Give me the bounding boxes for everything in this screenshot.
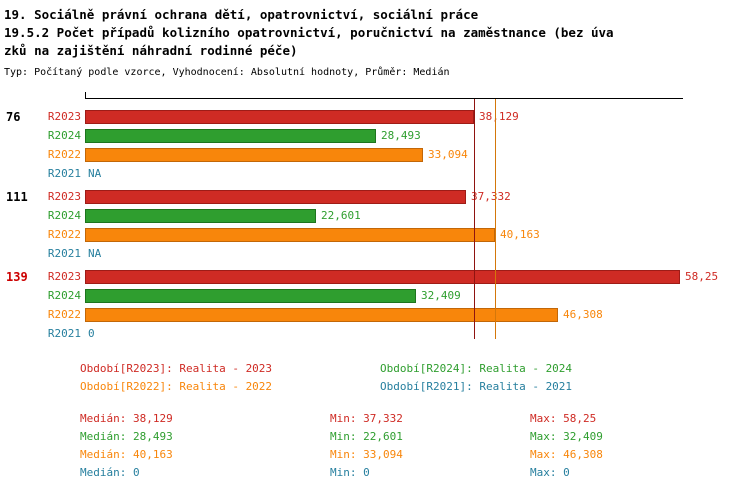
x-axis-tick: [85, 92, 86, 98]
bar-r2022: [85, 148, 423, 162]
value-label: 37,332: [471, 190, 511, 203]
stat-min-2: Min: 33,094: [330, 448, 403, 461]
stat-median-3: Medián: 0: [80, 466, 140, 479]
series-label-r2024: R2024: [47, 209, 81, 222]
indicator-meta: Typ: Počítaný podle vzorce, Vyhodnocení:…: [4, 67, 450, 78]
series-label-r2023: R2023: [47, 270, 81, 283]
series-label-r2021: R2021: [47, 167, 81, 180]
series-label-r2024: R2024: [47, 289, 81, 302]
series-label-r2023: R2023: [47, 190, 81, 203]
stats-table: Medián: 38,129 Min: 37,332 Max: 58,25 Mediá…: [0, 412, 750, 484]
indicator-title-line-2: zků na zajištění náhradní rodinné péče): [4, 43, 298, 58]
value-label: 22,601: [321, 209, 361, 222]
stat-max-1: Max: 32,409: [530, 430, 603, 443]
stat-median-2: Medián: 40,163: [80, 448, 173, 461]
indicator-title-line-1: 19.5.2 Počet případů kolizního opatrovni…: [4, 25, 614, 40]
series-label-r2022: R2022: [47, 308, 81, 321]
value-label: 28,493: [381, 129, 421, 142]
legend: Období[R2023]: Realita - 2023 Období[R202…: [0, 362, 750, 398]
series-label-r2023: R2023: [47, 110, 81, 123]
stat-min-0: Min: 37,332: [330, 412, 403, 425]
bar-r2023: [85, 190, 466, 204]
series-label-r2024: R2024: [47, 129, 81, 142]
value-label: NA: [88, 247, 102, 260]
bar-r2024: [85, 289, 416, 303]
value-label: 38,129: [479, 110, 519, 123]
stat-min-3: Min: 0: [330, 466, 370, 479]
legend-item-1: Období[R2024]: Realita - 2024: [380, 362, 573, 375]
series-label-r2022: R2022: [47, 228, 81, 241]
series-label-r2021: R2021: [47, 247, 81, 260]
group-label: 139: [6, 270, 28, 284]
stat-max-2: Max: 46,308: [530, 448, 603, 461]
median-line-r2022: [495, 99, 496, 339]
group-label: 111: [6, 190, 28, 204]
bar-r2022: [85, 308, 558, 322]
bar-chart: 76 R2023 38,129 R2024 28,493 R2022 33,094 R2021…: [0, 92, 750, 350]
value-label: 0: [88, 327, 95, 340]
value-label: 58,25: [685, 270, 719, 283]
stat-max-3: Max: 0: [530, 466, 570, 479]
legend-item-3: Období[R2021]: Realita - 2021: [380, 380, 573, 393]
bar-r2023: [85, 110, 474, 124]
median-line-r2023: [474, 99, 475, 339]
value-label: 33,094: [428, 148, 468, 161]
chart-header: 19. Sociálně právní ochrana dětí, opatro…: [0, 0, 750, 80]
series-label-r2021: R2021: [47, 327, 81, 340]
legend-item-2: Období[R2022]: Realita - 2022: [80, 380, 273, 393]
page-title: 19. Sociálně právní ochrana dětí, opatro…: [4, 7, 479, 22]
bar-r2024: [85, 209, 316, 223]
bar-r2024: [85, 129, 376, 143]
value-label: 46,308: [563, 308, 603, 321]
legend-item-0: Období[R2023]: Realita - 2023: [80, 362, 273, 375]
value-label: 32,409: [421, 289, 461, 302]
stat-min-1: Min: 22,601: [330, 430, 403, 443]
value-label: 40,163: [500, 228, 540, 241]
x-axis: [85, 98, 683, 99]
bar-r2023: [85, 270, 680, 284]
value-label: NA: [88, 167, 102, 180]
stat-median-1: Medián: 28,493: [80, 430, 173, 443]
stat-median-0: Medián: 38,129: [80, 412, 173, 425]
series-label-r2022: R2022: [47, 148, 81, 161]
group-label: 76: [6, 110, 21, 124]
bar-r2022: [85, 228, 495, 242]
stat-max-0: Max: 58,25: [530, 412, 597, 425]
